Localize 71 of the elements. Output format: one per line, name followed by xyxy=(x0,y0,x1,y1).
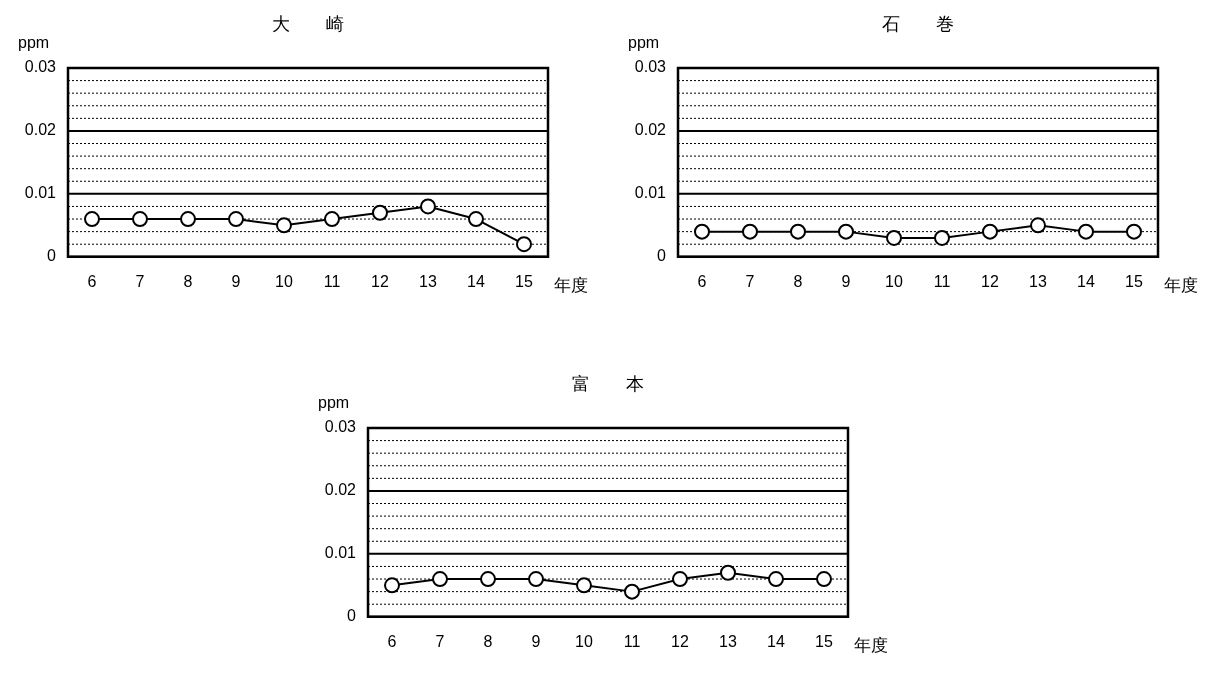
chart-title: 大 崎 xyxy=(271,13,345,36)
chart-title: 富 本 xyxy=(571,373,645,396)
y-tick-label: 0.03 xyxy=(324,418,357,436)
point xyxy=(468,211,484,228)
x-tick-label: 7 xyxy=(135,272,145,290)
point xyxy=(132,211,148,228)
x-tick-label: 15 xyxy=(515,272,533,290)
y-tick-label: 0 xyxy=(47,247,57,265)
y-tick-label: 0.03 xyxy=(24,58,57,76)
point xyxy=(372,204,388,221)
x-tick-label: 14 xyxy=(767,632,785,650)
x-tick-label: 6 xyxy=(87,272,97,290)
y-tick-label: 0 xyxy=(657,247,667,265)
x-tick-label: 11 xyxy=(323,272,341,290)
x-tick-label: 11 xyxy=(933,272,951,290)
point xyxy=(276,217,292,234)
point xyxy=(432,571,448,588)
point xyxy=(720,564,736,581)
point xyxy=(672,571,688,588)
y-axis-title: ppm xyxy=(18,34,50,52)
x-tick-label: 10 xyxy=(275,272,293,290)
x-tick-label: 10 xyxy=(575,632,593,650)
point xyxy=(516,236,532,253)
y-axis-title: ppm xyxy=(318,394,350,412)
y-tick-label: 0 xyxy=(347,607,357,625)
x-tick-label: 8 xyxy=(793,272,803,290)
x-tick-label: 11 xyxy=(623,632,641,650)
chart-title: 石 巻 xyxy=(881,13,955,36)
y-tick-label: 0.02 xyxy=(324,481,357,499)
x-axis-title: 年度 xyxy=(1164,276,1198,296)
x-tick-label: 9 xyxy=(231,272,241,290)
x-tick-label: 12 xyxy=(671,632,689,650)
x-tick-label: 8 xyxy=(483,632,493,650)
point xyxy=(576,577,592,594)
point xyxy=(624,583,640,600)
y-tick-label: 0.01 xyxy=(24,184,57,202)
point xyxy=(228,211,244,228)
point xyxy=(816,571,832,588)
point xyxy=(324,211,340,228)
y-tick-label: 0.03 xyxy=(634,58,667,76)
x-axis-title: 年度 xyxy=(554,276,588,296)
x-tick-label: 10 xyxy=(885,272,903,290)
point xyxy=(528,571,544,588)
x-tick-label: 13 xyxy=(1029,272,1047,290)
x-tick-label: 13 xyxy=(719,632,737,650)
y-tick-label: 0.02 xyxy=(634,121,667,139)
y-tick-label: 0.02 xyxy=(24,121,57,139)
x-tick-label: 13 xyxy=(419,272,437,290)
x-tick-label: 15 xyxy=(815,632,833,650)
x-tick-label: 8 xyxy=(183,272,193,290)
x-tick-label: 6 xyxy=(697,272,707,290)
x-axis-title: 年度 xyxy=(854,636,888,656)
point xyxy=(420,198,436,215)
point xyxy=(480,571,496,588)
x-tick-label: 12 xyxy=(981,272,999,290)
x-tick-label: 14 xyxy=(1077,272,1095,290)
x-tick-label: 6 xyxy=(387,632,397,650)
x-tick-label: 14 xyxy=(467,272,485,290)
y-tick-label: 0.01 xyxy=(634,184,667,202)
x-tick-label: 12 xyxy=(371,272,389,290)
x-tick-label: 15 xyxy=(1125,272,1143,290)
point xyxy=(768,571,784,588)
x-tick-label: 9 xyxy=(841,272,851,290)
point xyxy=(180,211,196,228)
x-tick-label: 7 xyxy=(435,632,445,650)
x-tick-label: 9 xyxy=(531,632,541,650)
point xyxy=(84,211,100,228)
y-tick-label: 0.01 xyxy=(324,544,357,562)
point xyxy=(384,577,400,594)
y-axis-title: ppm xyxy=(628,34,660,52)
x-tick-label: 7 xyxy=(745,272,755,290)
